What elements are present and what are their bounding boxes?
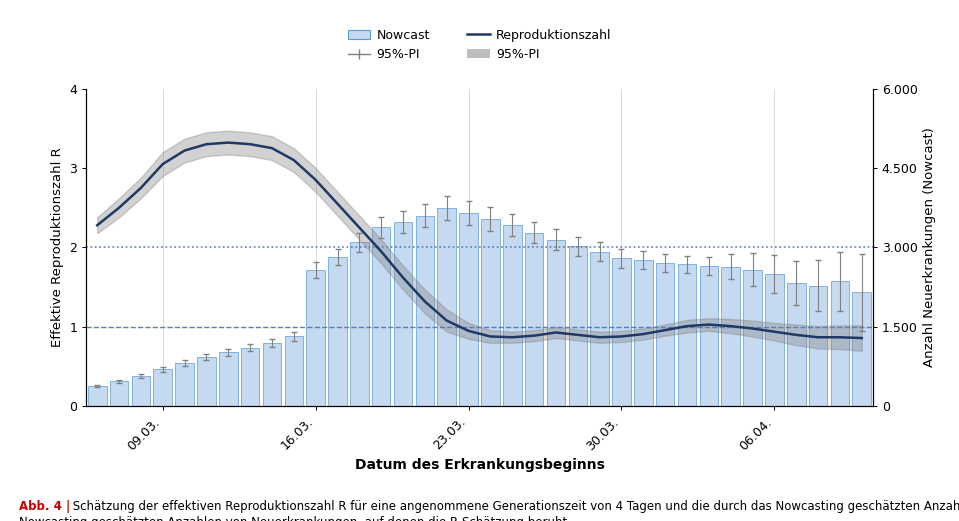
X-axis label: Datum des Erkrankungsbeginns: Datum des Erkrankungsbeginns bbox=[355, 458, 604, 472]
Y-axis label: Anzahl Neuerkrankungen (Nowcast): Anzahl Neuerkrankungen (Nowcast) bbox=[924, 128, 936, 367]
Bar bbox=[525, 233, 544, 406]
Bar bbox=[328, 257, 347, 406]
Bar bbox=[437, 208, 456, 406]
Bar bbox=[721, 267, 740, 406]
Bar bbox=[591, 252, 609, 406]
Text: Abb. 4 |: Abb. 4 | bbox=[19, 500, 70, 513]
Y-axis label: Effektive Reproduktionszahl R: Effektive Reproduktionszahl R bbox=[51, 147, 63, 348]
Bar bbox=[634, 260, 653, 406]
Bar bbox=[612, 258, 631, 406]
Bar bbox=[198, 357, 216, 406]
Bar bbox=[350, 242, 368, 406]
Bar bbox=[808, 286, 828, 406]
Bar bbox=[175, 363, 194, 406]
Legend: Nowcast, 95%-PI, Reproduktionszahl, 95%-PI: Nowcast, 95%-PI, Reproduktionszahl, 95%-… bbox=[344, 25, 615, 65]
Bar bbox=[699, 266, 718, 406]
Bar bbox=[88, 386, 106, 406]
Bar bbox=[678, 265, 696, 406]
Bar bbox=[372, 227, 390, 406]
Bar bbox=[153, 369, 172, 406]
Bar bbox=[830, 281, 850, 406]
Bar bbox=[459, 213, 478, 406]
Bar bbox=[109, 381, 129, 406]
Bar bbox=[219, 352, 238, 406]
Bar bbox=[394, 222, 412, 406]
Bar bbox=[765, 274, 784, 406]
Bar bbox=[306, 270, 325, 406]
Bar bbox=[503, 225, 522, 406]
Bar bbox=[131, 376, 151, 406]
Bar bbox=[853, 292, 871, 406]
Bar bbox=[415, 216, 434, 406]
Bar bbox=[743, 270, 761, 406]
Bar bbox=[787, 283, 806, 406]
Bar bbox=[547, 240, 565, 406]
Bar bbox=[569, 246, 587, 406]
Bar bbox=[481, 219, 500, 406]
Text: Nowcasting geschätzten Anzahlen von Neuerkrankungen, auf denen die R-Schätzung b: Nowcasting geschätzten Anzahlen von Neue… bbox=[19, 516, 572, 521]
Bar bbox=[263, 343, 281, 406]
Text: Schätzung der effektiven Reproduktionszahl R für eine angenommene Generationszei: Schätzung der effektiven Reproduktionsza… bbox=[69, 500, 959, 513]
Bar bbox=[656, 263, 674, 406]
Bar bbox=[241, 348, 260, 406]
Bar bbox=[285, 337, 303, 406]
